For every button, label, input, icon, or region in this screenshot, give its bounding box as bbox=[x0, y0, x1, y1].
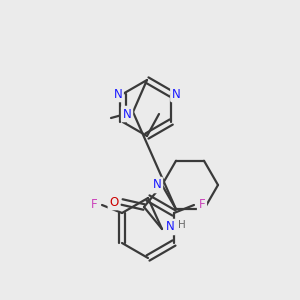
Text: N: N bbox=[166, 220, 174, 233]
Text: O: O bbox=[110, 196, 118, 208]
Text: N: N bbox=[172, 88, 181, 100]
Text: F: F bbox=[91, 199, 97, 212]
Text: N: N bbox=[153, 178, 161, 191]
Text: N: N bbox=[123, 107, 131, 121]
Text: N: N bbox=[113, 88, 122, 100]
Text: H: H bbox=[178, 220, 186, 230]
Text: F: F bbox=[199, 199, 205, 212]
